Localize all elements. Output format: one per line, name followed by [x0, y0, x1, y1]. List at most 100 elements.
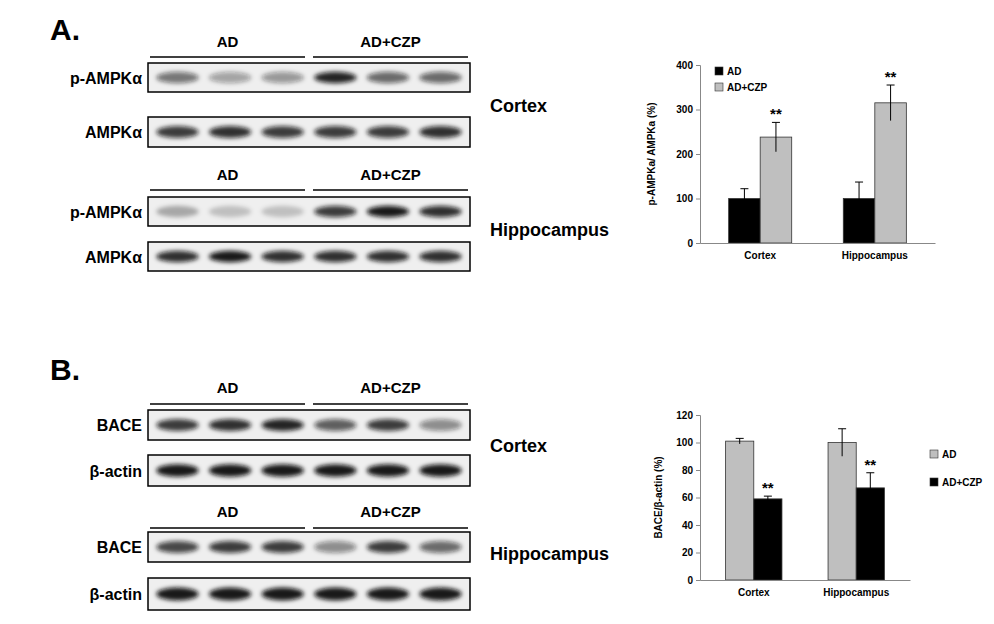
- error-bar: [736, 438, 744, 444]
- legend-label: AD: [727, 66, 741, 77]
- blot-bands: [156, 72, 461, 84]
- blot-band: [314, 251, 356, 263]
- blot-bands: [156, 206, 461, 218]
- error-bar-stem: [870, 473, 871, 503]
- bar: [875, 103, 907, 243]
- blot-bands: [156, 464, 461, 476]
- blot-bands: [156, 419, 461, 431]
- blot-band: [209, 126, 251, 138]
- chart: 0100200300400CortexHippocampusp-AMPKa/ A…: [646, 60, 936, 261]
- y-tick-mark: [696, 199, 700, 200]
- blot-band: [262, 464, 304, 476]
- y-axis-line: [696, 416, 701, 581]
- error-bar: [887, 85, 895, 121]
- row-label: AMPKα: [85, 124, 142, 141]
- blot-bands: [156, 251, 461, 263]
- x-axis-line: [701, 243, 936, 244]
- x-axis: CortexHippocampus: [701, 580, 911, 598]
- group-label: AD+CZP: [360, 379, 420, 396]
- blot-band: [262, 419, 304, 431]
- blot-band: [419, 251, 461, 263]
- y-tick-label: 0: [687, 575, 693, 586]
- blot-band: [262, 588, 304, 601]
- error-bar-stem: [842, 429, 843, 457]
- blot-band: [209, 464, 251, 476]
- y-tick: 20: [682, 547, 700, 558]
- blot-band: [262, 541, 304, 553]
- blot-frame: [148, 63, 470, 92]
- significance: **: [864, 456, 876, 473]
- y-tick: 120: [676, 410, 700, 421]
- row-label: BACE: [97, 417, 143, 434]
- error-bar-stem: [775, 122, 776, 151]
- blot-band: [367, 126, 409, 138]
- blot-band: [314, 126, 356, 138]
- blot-band: [419, 206, 461, 218]
- blot-bands: [156, 126, 461, 138]
- x-tick: Hippocampus: [842, 243, 909, 261]
- blot-band: [314, 464, 356, 476]
- y-tick-mark: [696, 110, 700, 111]
- legend-label: AD: [942, 449, 956, 460]
- blot-band: [419, 72, 461, 84]
- legend: AD AD+CZP: [715, 66, 768, 93]
- y-tick-mark: [696, 443, 700, 444]
- blot-band: [209, 419, 251, 431]
- blot-band: [419, 588, 461, 601]
- x-tick-label: Hippocampus: [823, 587, 890, 598]
- blot-frame: [148, 410, 470, 440]
- legend-swatch: [930, 450, 938, 458]
- y-tick-mark: [696, 498, 700, 499]
- group-line: [150, 56, 305, 58]
- x-tick: Cortex: [744, 243, 776, 261]
- plot-marks: [726, 429, 885, 580]
- blot-band: [209, 206, 251, 218]
- blot-band: [156, 419, 198, 431]
- blot-band: [156, 464, 198, 476]
- x-axis-line: [701, 580, 911, 581]
- y-tick-label: 400: [676, 60, 693, 71]
- blot-band: [367, 464, 409, 476]
- group-label: AD: [217, 33, 239, 50]
- blot-band: [209, 72, 251, 84]
- tissue-label: Hippocampus: [490, 220, 609, 240]
- significance: **: [770, 105, 782, 122]
- error-bar: [838, 429, 846, 457]
- blot-band: [367, 251, 409, 263]
- x-axis: Cortex Hippocampus: [701, 243, 936, 261]
- blot-band: [156, 541, 198, 553]
- legend-label: AD+CZP: [727, 82, 768, 93]
- group-line: [150, 189, 305, 191]
- group-label: AD+CZP: [360, 166, 420, 183]
- y-tick: 100: [676, 193, 700, 204]
- group-label: AD: [217, 503, 239, 520]
- blot-band: [156, 588, 198, 601]
- group-label: AD+CZP: [360, 33, 420, 50]
- panel-label: A.: [50, 13, 80, 46]
- blot-band: [209, 541, 251, 553]
- error-bar-cap: [740, 188, 748, 189]
- group-label: AD: [217, 379, 239, 396]
- blot-band: [156, 126, 198, 138]
- y-tick-mark: [696, 415, 700, 416]
- error-bar-stem: [767, 496, 768, 502]
- bar: [754, 499, 782, 580]
- y-tick-mark: [696, 525, 700, 526]
- row-label: p-AMPKα: [70, 204, 142, 221]
- y-tick: 40: [682, 520, 700, 531]
- y-axis: 0100200300400: [676, 60, 700, 249]
- group-line: [313, 403, 468, 405]
- y-tick-label: 100: [676, 193, 693, 204]
- y-tick: 0: [687, 238, 700, 249]
- y-tick-mark: [696, 243, 700, 244]
- y-tick-label: 300: [676, 104, 693, 115]
- blot-band: [419, 419, 461, 431]
- figure: A. AD AD+CZP Cortex p-AMPKα AMPKα AD AD+CZP Hipp…: [0, 0, 994, 624]
- y-tick-label: 0: [687, 238, 693, 249]
- error-bar: [740, 189, 748, 209]
- legend-swatch: [930, 478, 938, 486]
- x-tick: Hippocampus: [823, 580, 890, 598]
- blot-band: [367, 206, 409, 218]
- bar: [726, 441, 754, 580]
- blot-frame: [148, 578, 470, 610]
